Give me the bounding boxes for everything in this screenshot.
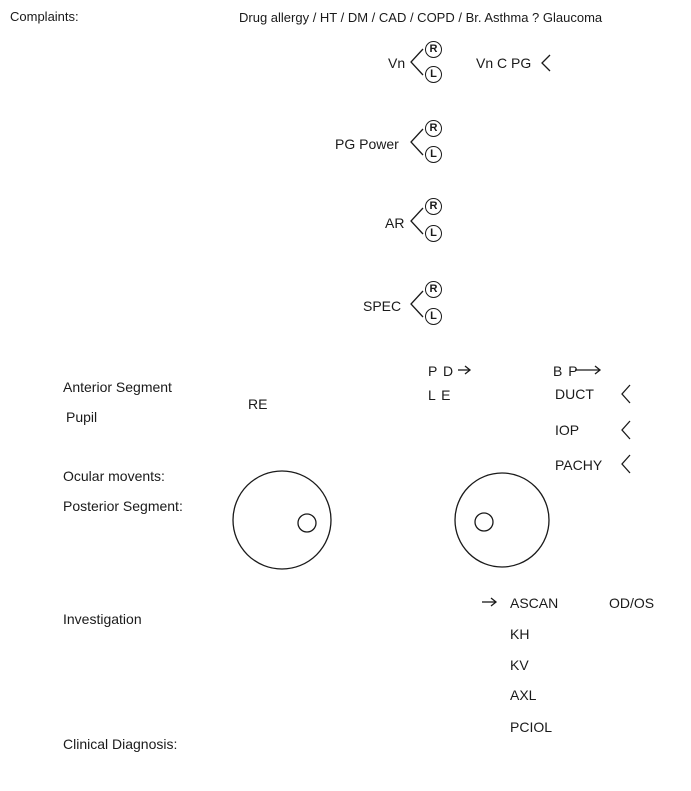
spec-right-eye-mark: R xyxy=(425,281,442,298)
investigation-label: Investigation xyxy=(63,611,142,627)
duct-label: DUCT xyxy=(555,386,594,402)
right-eye-diagram xyxy=(232,470,332,570)
spec-left-eye-mark: L xyxy=(425,308,442,325)
ocular-movements-label: Ocular movents: xyxy=(63,468,165,484)
pg-power-left-eye-mark: L xyxy=(425,146,442,163)
vn-c-pg-bracket xyxy=(541,54,551,72)
le-label: L E xyxy=(428,387,452,403)
posterior-segment-label: Posterior Segment: xyxy=(63,498,183,514)
pg-power-bracket xyxy=(410,128,424,156)
anterior-segment-label: Anterior Segment xyxy=(63,379,172,395)
pupil-label: Pupil xyxy=(66,409,98,425)
right-eye-pupil xyxy=(297,513,317,533)
axl-label: AXL xyxy=(510,687,537,703)
spec-bracket xyxy=(410,290,424,318)
vn-bracket xyxy=(410,48,424,76)
duct-bracket xyxy=(621,384,631,404)
kh-label: KH xyxy=(510,626,530,642)
left-eye-pupil xyxy=(474,512,494,532)
pachy-label: PACHY xyxy=(555,457,603,473)
ar-left-eye-mark: L xyxy=(425,225,442,242)
iop-bracket xyxy=(621,420,631,440)
clinical-diagnosis-label: Clinical Diagnosis: xyxy=(63,736,178,752)
pachy-bracket xyxy=(621,454,631,474)
left-eye-diagram xyxy=(454,472,550,568)
medical-history-line: Drug allergy / HT / DM / CAD / COPD / Br… xyxy=(239,10,603,25)
re-label: RE xyxy=(248,396,268,412)
kv-label: KV xyxy=(510,657,529,673)
bp-label: B P xyxy=(553,363,579,379)
bp-arrow-head xyxy=(594,365,602,375)
iop-label: IOP xyxy=(555,422,580,438)
ar-bracket xyxy=(410,207,424,235)
vn-c-pg-label: Vn C PG xyxy=(476,55,532,71)
spec-label: SPEC xyxy=(363,298,402,314)
ascan-arrow-head xyxy=(490,597,498,607)
od-os-label: OD/OS xyxy=(609,595,655,611)
pg-power-right-eye-mark: R xyxy=(425,120,442,137)
ar-label: AR xyxy=(385,215,405,231)
complaints-label: Complaints: xyxy=(10,9,79,24)
pd-arrow-head xyxy=(464,365,472,375)
vn-right-eye-mark: R xyxy=(425,41,442,58)
ascan-label: ASCAN xyxy=(510,595,559,611)
pciol-label: PCIOL xyxy=(510,719,553,735)
ar-right-eye-mark: R xyxy=(425,198,442,215)
vn-left-eye-mark: L xyxy=(425,66,442,83)
vn-label: Vn xyxy=(388,55,406,71)
pd-label: P D xyxy=(428,363,455,379)
pg-power-label: PG Power xyxy=(335,136,399,152)
